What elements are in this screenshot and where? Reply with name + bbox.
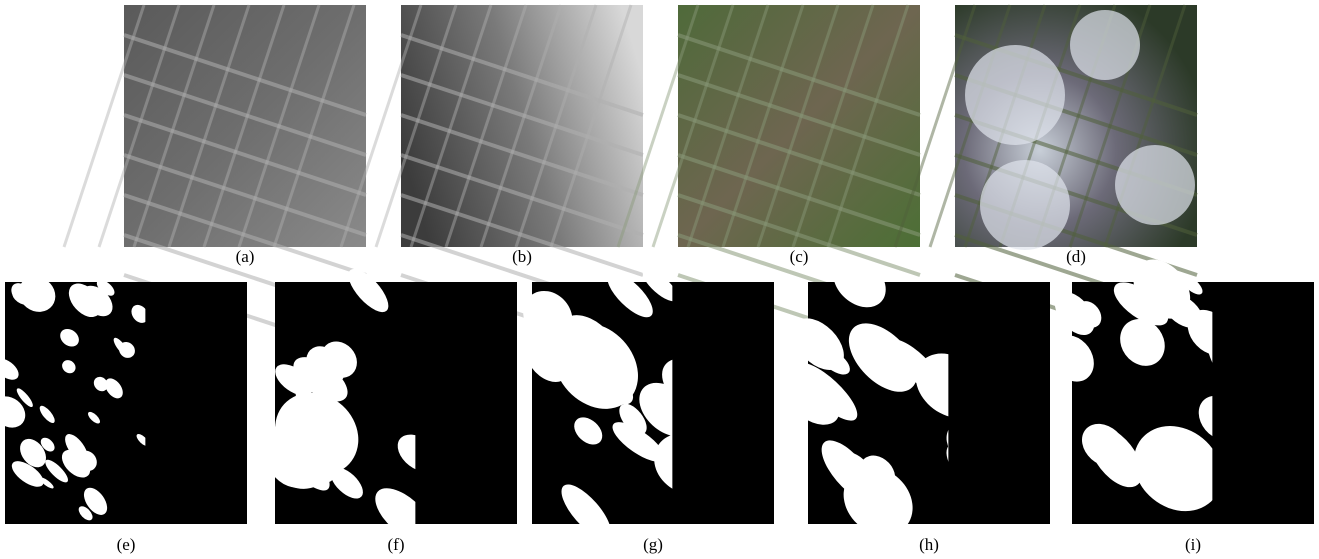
mask-right: [948, 282, 1050, 524]
panel-label: (d): [1066, 247, 1086, 266]
panel: [253, 263, 517, 551]
mask-right: [1212, 282, 1314, 524]
panel-label: (e): [117, 535, 136, 554]
panel-label: (c): [790, 247, 809, 266]
panel-label: (f): [388, 535, 405, 554]
panel: [0, 268, 247, 528]
cloud: [1115, 145, 1195, 225]
panel-label: (b): [512, 247, 532, 266]
figure: (a) (b) (c) (d) (e) (f) (g) (h) (i): [0, 0, 1319, 559]
cloud: [965, 45, 1065, 145]
cloud: [1070, 10, 1140, 80]
panel: [513, 264, 774, 546]
panel-label: (a): [236, 247, 255, 266]
mask-right: [145, 282, 247, 524]
panel: [1042, 248, 1314, 528]
panel-label: (g): [643, 535, 663, 554]
cloud: [980, 160, 1070, 250]
panel-label: (h): [919, 535, 939, 554]
panel-label: (i): [1185, 535, 1201, 554]
panel: [779, 246, 1050, 549]
mask-right: [415, 282, 517, 524]
mask-right: [672, 282, 774, 524]
